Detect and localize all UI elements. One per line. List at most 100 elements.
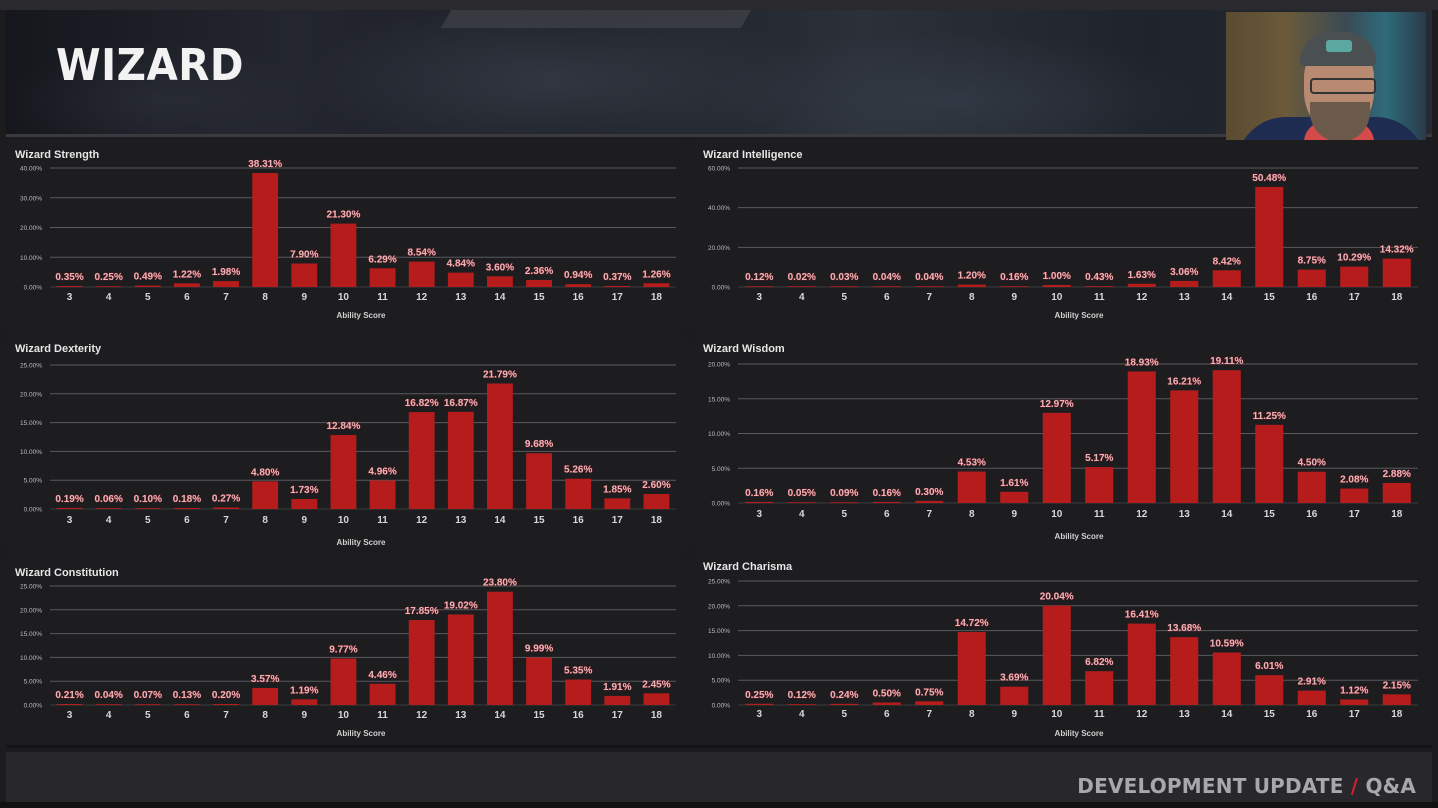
x-tick-label: 12 (416, 515, 428, 526)
y-tick-label: 0.00% (24, 507, 43, 514)
footer-text-end: Q&A (1358, 774, 1416, 798)
data-label: 21.79% (483, 369, 517, 380)
bar (1170, 280, 1199, 287)
data-label: 0.30% (915, 487, 943, 498)
x-tick-label: 18 (651, 292, 663, 303)
chart-panel-constitution: Wizard Constitution 0.00% 5.00% 10.00% 15.0… (6, 558, 686, 744)
bar (408, 412, 435, 509)
y-tick-label: 20.00% (20, 391, 42, 398)
top-bar (0, 0, 1438, 10)
x-tick-label: 6 (184, 710, 190, 721)
data-label: 8.42% (1213, 256, 1241, 267)
data-label: 0.02% (788, 272, 816, 283)
y-tick-label: 20.00% (20, 607, 42, 614)
data-label: 14.32% (1380, 245, 1414, 256)
x-tick-label: 17 (612, 292, 624, 303)
y-tick-label: 5.00% (712, 678, 731, 685)
x-axis-label: Ability Score (336, 538, 386, 547)
bar (1382, 694, 1411, 705)
x-tick-label: 7 (223, 515, 229, 526)
bar-chart-strength: 0.00% 10.00% 20.00% 30.00% 40.00% 0.35% 3 0.25%… (20, 159, 676, 303)
bar (408, 620, 435, 705)
y-tick-label: 25.00% (708, 579, 730, 586)
x-tick-label: 18 (1391, 292, 1403, 303)
y-tick-label: 10.00% (20, 255, 42, 262)
data-label: 9.99% (525, 643, 553, 654)
data-label: 4.53% (958, 458, 986, 469)
bar (787, 704, 816, 705)
bar (957, 284, 986, 287)
data-label: 1.26% (642, 269, 670, 280)
chart-title: Wizard Wisdom (703, 343, 785, 355)
bar (1212, 652, 1241, 705)
x-tick-label: 13 (1179, 709, 1191, 720)
bar (1382, 258, 1411, 287)
data-label: 1.61% (1000, 478, 1028, 489)
header-divider (6, 134, 1432, 137)
x-tick-label: 17 (1349, 292, 1361, 303)
cap-logo-icon (1326, 40, 1352, 52)
x-tick-label: 8 (969, 709, 975, 720)
bar (330, 435, 357, 509)
bar (957, 631, 986, 705)
bar-chart-intelligence: 0.00% 20.00% 40.00% 60.00% 0.12% 3 0.02% 4 0.03%… (708, 166, 1418, 303)
data-label: 6.01% (1255, 661, 1283, 672)
x-tick-label: 13 (455, 292, 467, 303)
chart-title: Wizard Charisma (703, 561, 793, 573)
bar (252, 481, 279, 509)
bar (745, 703, 774, 705)
data-label: 0.12% (745, 272, 773, 283)
y-tick-label: 0.00% (712, 285, 731, 292)
chart-panel-intelligence: Wizard Intelligence 0.00% 20.00% 40.00% 60.… (694, 140, 1432, 330)
chart-title: Wizard Strength (15, 149, 100, 161)
data-label: 4.96% (368, 466, 396, 477)
data-label: 18.93% (1125, 357, 1159, 368)
data-label: 0.16% (1000, 272, 1028, 283)
data-label: 16.21% (1167, 376, 1201, 387)
data-label: 3.60% (486, 262, 514, 273)
banner-artwork (306, 10, 806, 134)
bar (526, 657, 552, 705)
x-tick-label: 4 (799, 292, 805, 303)
bar (604, 285, 631, 287)
bar (1127, 623, 1156, 705)
x-tick-label: 5 (841, 292, 847, 303)
x-tick-label: 13 (455, 710, 467, 721)
bar-chart-constitution: 0.00% 5.00% 10.00% 15.00% 20.00% 25.00% 0.21% 3… (20, 577, 676, 721)
x-tick-label: 16 (573, 710, 585, 721)
bar (213, 281, 239, 287)
x-axis-label: Ability Score (1054, 311, 1104, 320)
data-label: 0.04% (95, 690, 123, 701)
bar (830, 703, 859, 705)
x-tick-label: 18 (1391, 709, 1403, 720)
x-tick-label: 11 (377, 710, 388, 721)
x-tick-label: 15 (1264, 509, 1276, 520)
x-tick-label: 4 (106, 292, 112, 303)
x-tick-label: 3 (67, 710, 73, 721)
bar (213, 704, 239, 705)
data-label: 2.91% (1298, 677, 1326, 688)
bar (1340, 699, 1369, 705)
x-tick-label: 4 (799, 709, 805, 720)
x-tick-label: 13 (1179, 292, 1191, 303)
bar (134, 508, 161, 509)
data-label: 38.31% (248, 159, 282, 170)
data-label: 13.68% (1167, 623, 1201, 634)
data-label: 4.46% (368, 670, 396, 681)
bar (447, 614, 474, 705)
bar (872, 702, 901, 705)
data-label: 0.10% (134, 494, 162, 505)
y-tick-label: 40.00% (708, 205, 730, 212)
data-label: 19.02% (444, 600, 478, 611)
x-tick-label: 18 (1391, 509, 1403, 520)
x-tick-label: 4 (106, 710, 112, 721)
bar (830, 502, 859, 503)
bar (872, 286, 901, 287)
data-label: 3.57% (251, 674, 279, 685)
chart-title: Wizard Dexterity (15, 343, 102, 355)
x-tick-label: 15 (534, 515, 546, 526)
x-tick-label: 7 (926, 292, 932, 303)
data-label: 9.68% (525, 439, 553, 450)
bar (1000, 286, 1029, 287)
x-tick-label: 16 (573, 292, 585, 303)
